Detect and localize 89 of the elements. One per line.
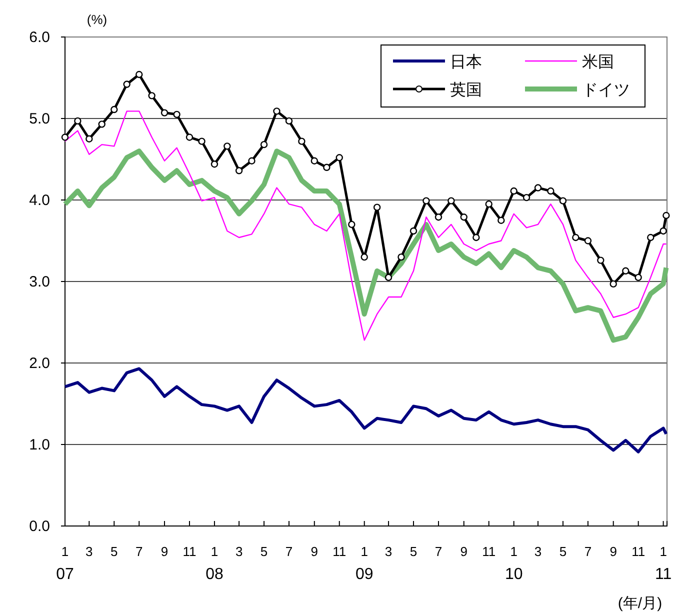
point [410, 227, 418, 235]
point [160, 109, 168, 116]
x-tick-label: 5 [559, 544, 567, 559]
x-tick-label: 1 09 [355, 544, 374, 583]
point [384, 274, 392, 282]
point [298, 138, 306, 145]
point [534, 184, 542, 192]
point [597, 256, 604, 264]
x-tick-label: 1 07 [56, 544, 74, 583]
x-tick-label: 3 [235, 544, 243, 559]
point [522, 194, 530, 202]
x-tick-label: 5 [260, 544, 268, 559]
point [559, 197, 567, 204]
point [510, 187, 518, 195]
x-tick-label: 3 [384, 544, 392, 559]
point [110, 106, 118, 114]
point [260, 140, 268, 148]
point [547, 187, 554, 195]
y-tick-label: 2.0 [29, 354, 50, 372]
point [148, 92, 156, 100]
point [248, 157, 256, 164]
legend-label: 英国 [450, 81, 482, 99]
point [86, 135, 93, 142]
point [98, 120, 106, 128]
point [422, 197, 430, 204]
point [74, 117, 82, 125]
x-tick-label: 11 [632, 544, 646, 559]
point [460, 214, 468, 221]
legend-label: 米国 [582, 53, 614, 71]
point [285, 117, 293, 125]
y-tick-label: 0.0 [29, 518, 50, 535]
point [61, 134, 69, 141]
point [210, 160, 218, 168]
y-tick-label: 1.0 [29, 436, 50, 454]
legend-label: ドイツ [582, 82, 630, 99]
point [448, 197, 455, 204]
x-axis-title: (年/月) [618, 595, 662, 612]
point [173, 110, 180, 118]
x-tick-label: 3 [534, 544, 542, 559]
x-tick-label: 9 [310, 544, 318, 559]
line-series [64, 367, 668, 454]
point [136, 70, 143, 78]
point [622, 267, 630, 275]
x-tick-label: 5 [110, 544, 118, 559]
point [123, 80, 130, 88]
point [273, 108, 280, 115]
point [660, 227, 667, 235]
x-tick-label: 7 [434, 544, 442, 559]
point [634, 274, 642, 282]
point [584, 237, 592, 244]
point [572, 234, 580, 242]
point [434, 214, 442, 221]
y-tick-label: 5.0 [29, 110, 50, 128]
point [647, 234, 654, 242]
legend-label: 日本 [450, 53, 482, 71]
x-tick-label: 1 11 [655, 544, 672, 583]
point [348, 220, 356, 228]
x-tick-label: 9 [460, 544, 468, 559]
x-tick-label: 1 08 [206, 544, 224, 583]
x-tick-label: 11 [332, 544, 346, 559]
point [610, 280, 617, 288]
point [662, 212, 670, 220]
point [373, 204, 381, 211]
y-tick-label: 6.0 [29, 28, 50, 46]
x-tick-label: 5 [410, 544, 418, 559]
point [198, 138, 206, 145]
point [310, 157, 318, 164]
point [224, 142, 231, 150]
point [336, 154, 343, 162]
x-tick-label: 1 10 [504, 544, 523, 583]
y-tick-label: 4.0 [29, 192, 50, 209]
y-axis-title: (%) [86, 12, 108, 27]
point [472, 234, 480, 242]
point [498, 216, 505, 224]
y-tick-label: 3.0 [29, 273, 50, 290]
x-tick-label: 11 [182, 544, 196, 559]
point [186, 134, 194, 141]
point [485, 200, 492, 208]
point [398, 253, 405, 261]
x-tick-label: 7 [285, 544, 293, 559]
x-tick-label: 9 [610, 544, 617, 559]
x-tick-label: 7 [136, 544, 143, 559]
point [235, 167, 243, 174]
x-tick-label: 9 [160, 544, 168, 559]
x-tick-label: 11 [482, 544, 496, 559]
x-tick-label: 3 [86, 544, 93, 559]
point [323, 164, 330, 171]
point [360, 253, 368, 261]
x-tick-label: 7 [584, 544, 592, 559]
